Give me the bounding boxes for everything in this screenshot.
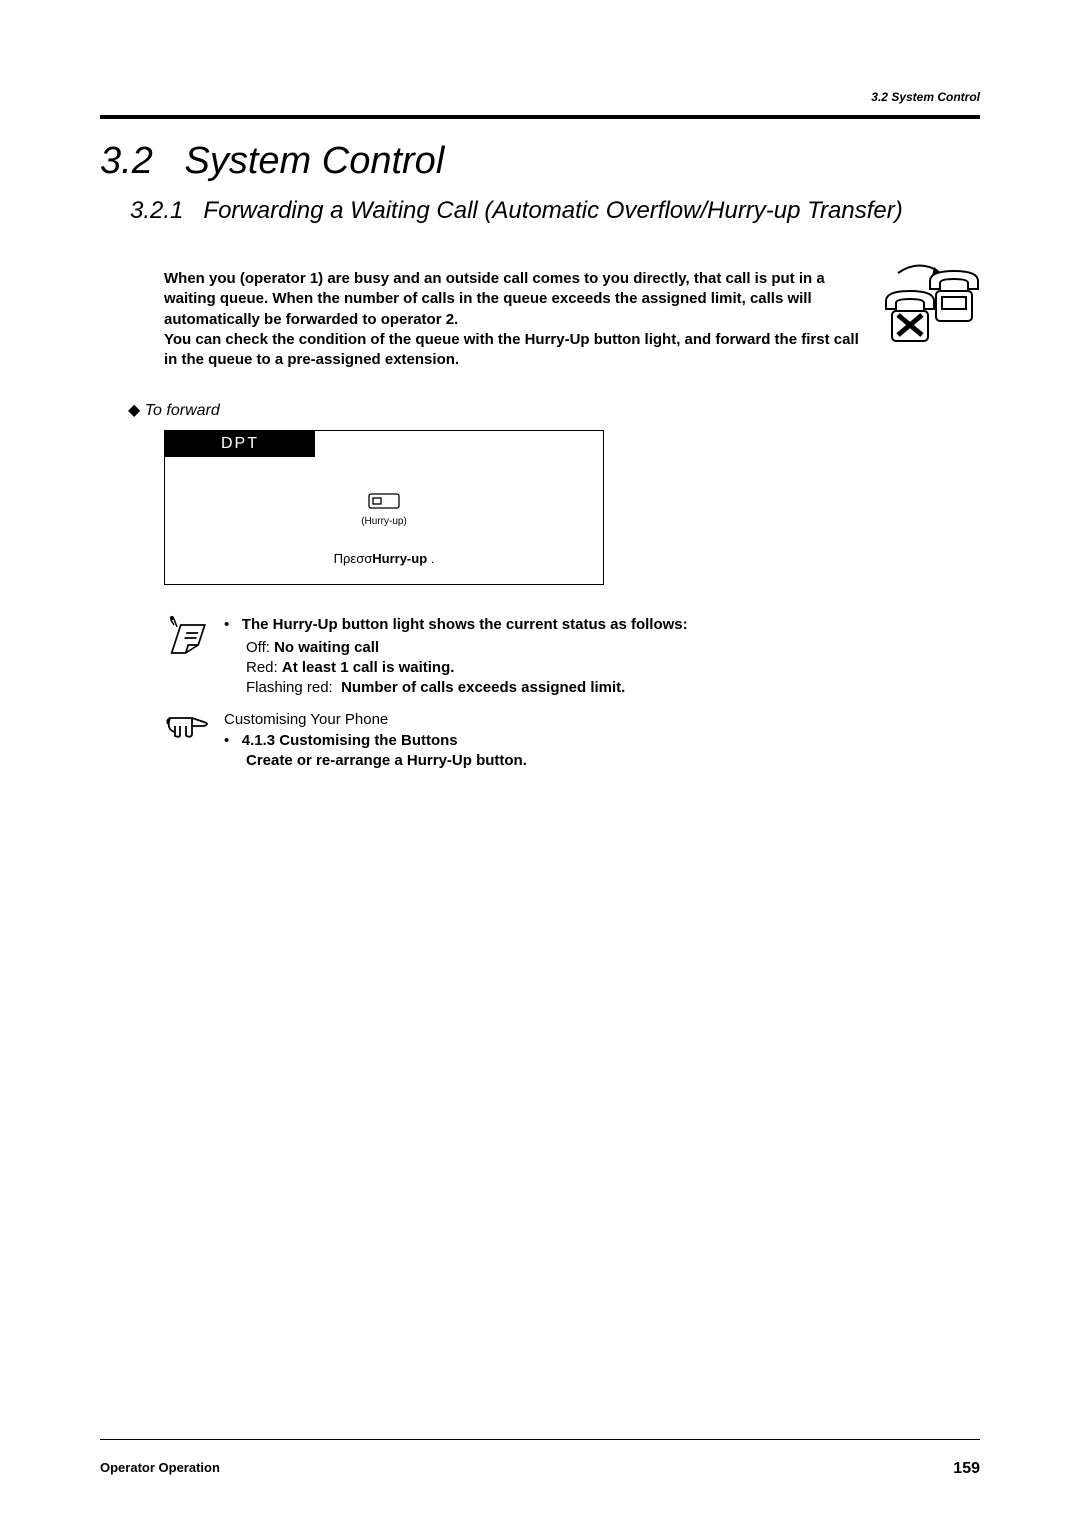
ref-link: 4.1.3 Customising the Buttons bbox=[242, 732, 458, 749]
off-label: Off: bbox=[246, 639, 270, 656]
intro-block: When you (operator 1) are busy and an ou… bbox=[164, 269, 980, 370]
bullet: • bbox=[224, 616, 229, 633]
section-name: System Control bbox=[185, 140, 445, 182]
press-bold: Hurry-up bbox=[372, 551, 427, 566]
dpt-box: DPT (Hurry-up) ΠρεσσHurry-up . bbox=[164, 430, 604, 585]
hurry-up-button-icon: (Hurry-up) bbox=[361, 493, 407, 527]
subsection-name: Forwarding a Waiting Call (Automatic Ove… bbox=[203, 197, 902, 224]
flash-label: Flashing red: bbox=[246, 679, 333, 696]
pointing-hand-icon bbox=[164, 710, 224, 771]
flash-text: Number of calls exceeds assigned limit. bbox=[341, 679, 625, 696]
page-footer: Operator Operation 159 bbox=[100, 1439, 980, 1478]
status-lead: The Hurry-Up button light shows the curr… bbox=[242, 616, 688, 633]
phone-transfer-icon bbox=[880, 263, 990, 354]
hurry-up-button-label: (Hurry-up) bbox=[361, 516, 407, 527]
note-customise-text: Customising Your Phone • 4.1.3 Customisi… bbox=[224, 710, 527, 771]
dpt-tab: DPT bbox=[165, 431, 315, 457]
page-content: 3.2 System Control 3.2.1 Forwarding a Wa… bbox=[100, 140, 980, 783]
customise-heading: Customising Your Phone bbox=[224, 710, 527, 730]
section-number: 3.2 bbox=[100, 140, 153, 182]
bottom-rule bbox=[100, 1439, 980, 1440]
note-customise: Customising Your Phone • 4.1.3 Customisi… bbox=[164, 710, 980, 771]
subsection-title: 3.2.1 Forwarding a Waiting Call (Automat… bbox=[130, 197, 980, 225]
notepad-icon bbox=[164, 615, 224, 698]
off-text: No waiting call bbox=[274, 639, 379, 656]
note-status-text: • The Hurry-Up button light shows the cu… bbox=[224, 615, 688, 698]
bullet2: • bbox=[224, 732, 229, 749]
red-text: At least 1 call is waiting. bbox=[282, 659, 455, 676]
running-header: 3.2 System Control bbox=[871, 90, 980, 104]
note-status: • The Hurry-Up button light shows the cu… bbox=[164, 615, 980, 698]
ref-desc: Create or re-arrange a Hurry-Up button. bbox=[246, 752, 527, 769]
press-suffix: . bbox=[427, 551, 434, 566]
section-title: 3.2 System Control bbox=[100, 140, 980, 183]
page-number: 159 bbox=[953, 1460, 980, 1478]
intro-paragraph: When you (operator 1) are busy and an ou… bbox=[164, 269, 980, 370]
procedure-heading: To forward bbox=[128, 400, 980, 420]
top-rule bbox=[100, 115, 980, 119]
dpt-body: (Hurry-up) ΠρεσσHurry-up . bbox=[165, 457, 603, 584]
press-instruction: ΠρεσσHurry-up . bbox=[175, 551, 593, 566]
footer-left: Operator Operation bbox=[100, 1460, 220, 1478]
press-prefix: Πρεσσ bbox=[334, 551, 373, 566]
red-label: Red: bbox=[246, 659, 278, 676]
subsection-number: 3.2.1 bbox=[130, 197, 183, 224]
